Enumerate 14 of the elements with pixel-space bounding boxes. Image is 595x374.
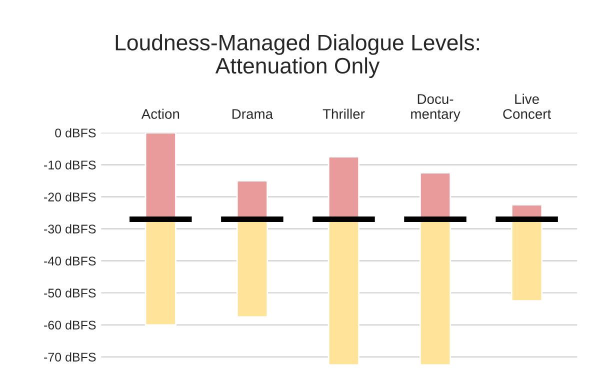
chart-title: Loudness-Managed Dialogue Levels: Attenuation Only — [116, 34, 479, 78]
y-tick-label: -50 dBFS — [44, 288, 96, 298]
x-tick-label: Docu- mentary — [411, 94, 460, 122]
y-tick-label: -20 dBFS — [44, 192, 96, 202]
x-tick-label: Drama — [232, 109, 274, 119]
x-tick-label: Action — [141, 108, 180, 119]
y-tick-label: -40 dBFS — [44, 256, 96, 266]
x-tick-label: Live Concert — [503, 94, 552, 119]
y-tick-label: -10 dBFS — [44, 160, 96, 170]
y-tick-label: -30 dBFS — [44, 224, 96, 234]
y-tick-label: -70 dBFS — [44, 352, 96, 362]
x-tick-label: Thriller — [322, 108, 365, 119]
y-tick-label: 0 dBFS — [55, 128, 96, 138]
y-tick-label: -60 dBFS — [44, 320, 96, 330]
